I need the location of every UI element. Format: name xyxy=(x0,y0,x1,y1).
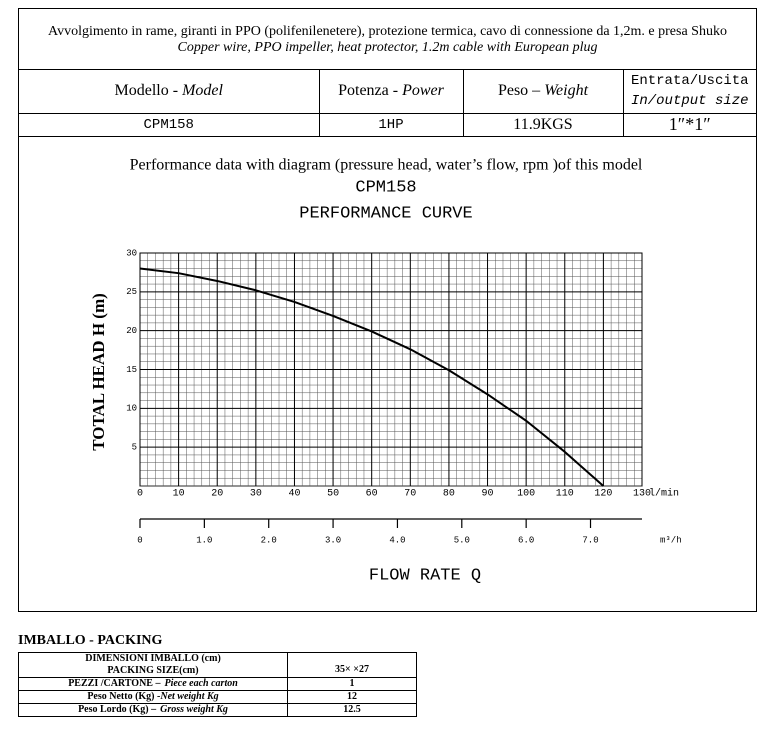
x2-tick-label: 6.0 xyxy=(518,535,534,545)
label-line: DIMENSIONI IMBALLO (cm) xyxy=(85,653,221,664)
description-en: Copper wire, PPO impeller, heat protecto… xyxy=(177,39,598,55)
chart-subtitle: PERFORMANCE CURVE xyxy=(299,204,472,223)
spec-sheet: Avvolgimento in rame, giranti in PPO (po… xyxy=(18,8,757,612)
x-tick-label: 90 xyxy=(482,489,494,500)
packing-label: PEZZI /CARTONE – Piece each carton xyxy=(18,677,288,691)
column-header: Entrata/Uscita In/output size xyxy=(622,68,756,114)
description-cell: Avvolgimento in rame, giranti in PPO (po… xyxy=(19,9,756,70)
packing-label: DIMENSIONI IMBALLO (cm) PACKING SIZE(cm) xyxy=(18,652,288,678)
packing-value: 1 xyxy=(287,677,417,691)
label-it: Peso Netto (Kg) - xyxy=(87,691,161,702)
label-en: Net weight Kg xyxy=(160,691,219,702)
x2-tick-label: 3.0 xyxy=(325,535,341,545)
x-axis-label: FLOW RATE Q xyxy=(369,566,481,585)
power-cell: 1HP xyxy=(318,112,464,137)
x-tick-label: 100 xyxy=(517,489,535,500)
y-tick-label: 10 xyxy=(126,404,137,414)
x-tick-label: 120 xyxy=(594,489,612,500)
x-tick-label: 30 xyxy=(250,489,262,500)
x-unit-label: l/min xyxy=(649,488,679,500)
y-tick-label: 25 xyxy=(126,287,137,297)
header-it: Peso – xyxy=(497,82,541,99)
column-header: Modello - Model xyxy=(19,68,320,114)
header-it: Entrata/Uscita xyxy=(630,73,749,89)
y-tick-label: 30 xyxy=(126,248,137,258)
y-tick-label: 15 xyxy=(126,365,137,375)
header-it: Potenza - xyxy=(338,82,399,99)
header-en: In/output size xyxy=(630,93,749,109)
x2-tick-label: 2.0 xyxy=(261,535,277,545)
column-header: Potenza - Power xyxy=(318,68,464,114)
label-it: PEZZI /CARTONE – xyxy=(68,678,161,689)
header-en: Power xyxy=(402,82,444,99)
label-it: Peso Lordo (Kg) – xyxy=(78,704,157,715)
packing-label: Peso Lordo (Kg) – Gross weight Kg xyxy=(18,703,288,717)
x-tick-label: 80 xyxy=(443,489,455,500)
label-en: Piece each carton xyxy=(164,678,238,689)
model-cell: CPM158 xyxy=(19,112,320,137)
x-tick-label: 110 xyxy=(556,489,574,500)
packing-table: DIMENSIONI IMBALLO (cm) PACKING SIZE(cm) 3… xyxy=(18,652,417,717)
x-tick-label: 20 xyxy=(211,489,223,500)
chart-caption: Performance data with diagram (pressure … xyxy=(130,157,643,174)
x-tick-label: 60 xyxy=(366,489,378,500)
column-header: Peso – Weight xyxy=(462,68,624,114)
x-tick-label: 10 xyxy=(173,489,185,500)
x-tick-label: 40 xyxy=(288,489,300,500)
x-tick-label: 70 xyxy=(404,489,416,500)
x2-tick-label: 5.0 xyxy=(454,535,470,545)
x-tick-label: 50 xyxy=(327,489,339,500)
label-line: PACKING SIZE(cm) xyxy=(107,665,199,676)
weight-cell: 11.9KGS xyxy=(462,112,624,137)
description-it: Avvolgimento in rame, giranti in PPO (po… xyxy=(48,23,727,39)
x2-tick-label: 4.0 xyxy=(389,535,405,545)
y-tick-label: 5 xyxy=(132,443,137,453)
label-en: Gross weight Kg xyxy=(160,704,228,715)
x2-tick-label: 1.0 xyxy=(196,535,212,545)
header-en: Model xyxy=(182,82,223,99)
chart-title: CPM158 xyxy=(355,178,416,197)
x2-tick-label: 0 xyxy=(137,535,142,545)
packing-title: IMBALLO - PACKING xyxy=(18,633,163,648)
packing-value: 12 xyxy=(287,690,417,704)
packing-value: 12.5 xyxy=(287,703,417,717)
y-axis-label: TOTAL HEAD H (m) xyxy=(89,293,108,451)
size-cell: 1″*1″ xyxy=(622,112,756,137)
spec-table: Avvolgimento in rame, giranti in PPO (po… xyxy=(19,9,756,137)
performance-curve xyxy=(139,267,605,487)
packing-value: 35× ×27 xyxy=(287,652,417,678)
x-tick-label: 130 xyxy=(633,489,651,500)
header-it: Modello - xyxy=(114,82,179,99)
header-en: Weight xyxy=(544,82,589,99)
x2-unit-label: m³/h xyxy=(660,535,682,545)
packing-label: Peso Netto (Kg) -Net weight Kg xyxy=(18,690,288,704)
y-tick-label: 20 xyxy=(126,326,137,336)
x-tick-label: 0 xyxy=(137,489,143,500)
x2-tick-label: 7.0 xyxy=(582,535,598,545)
